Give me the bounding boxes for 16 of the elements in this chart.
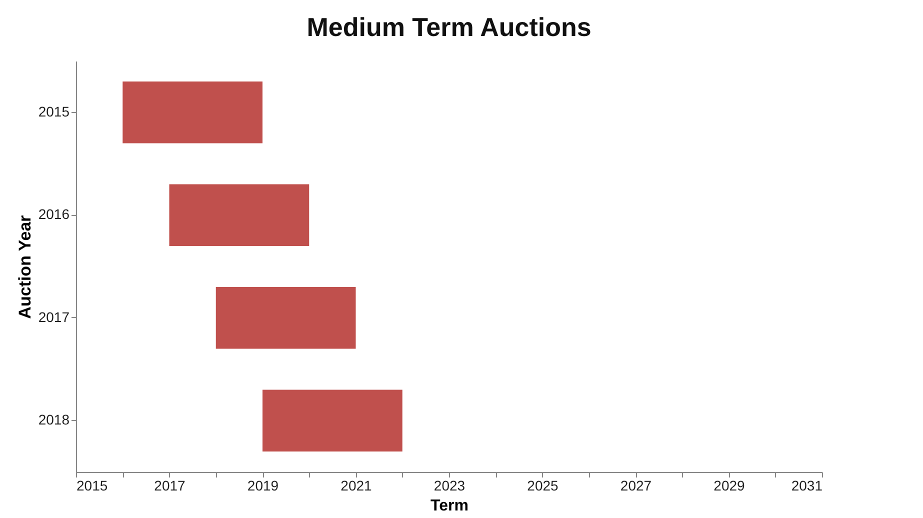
x-tick-label: 2027 xyxy=(620,478,652,494)
x-tick-label: 2015 xyxy=(76,478,108,494)
x-tick-label: 2023 xyxy=(434,478,466,494)
y-tick-label: 2018 xyxy=(38,412,70,428)
y-tick-label: 2016 xyxy=(38,206,70,222)
x-tick-label: 2031 xyxy=(791,478,823,494)
y-axis-title: Auction Year xyxy=(15,214,34,319)
y-tick-label: 2017 xyxy=(38,308,70,325)
x-tick-label: 2017 xyxy=(154,478,186,494)
x-axis-title: Term xyxy=(430,498,468,514)
x-tick-label: 2029 xyxy=(714,478,746,494)
x-tick-label: 2025 xyxy=(527,478,559,494)
x-tick-label: 2021 xyxy=(340,478,372,494)
chart-title: Medium Term Auctions xyxy=(306,12,592,42)
x-tick-label: 2019 xyxy=(247,478,279,494)
y-tick-label: 2015 xyxy=(38,103,70,120)
